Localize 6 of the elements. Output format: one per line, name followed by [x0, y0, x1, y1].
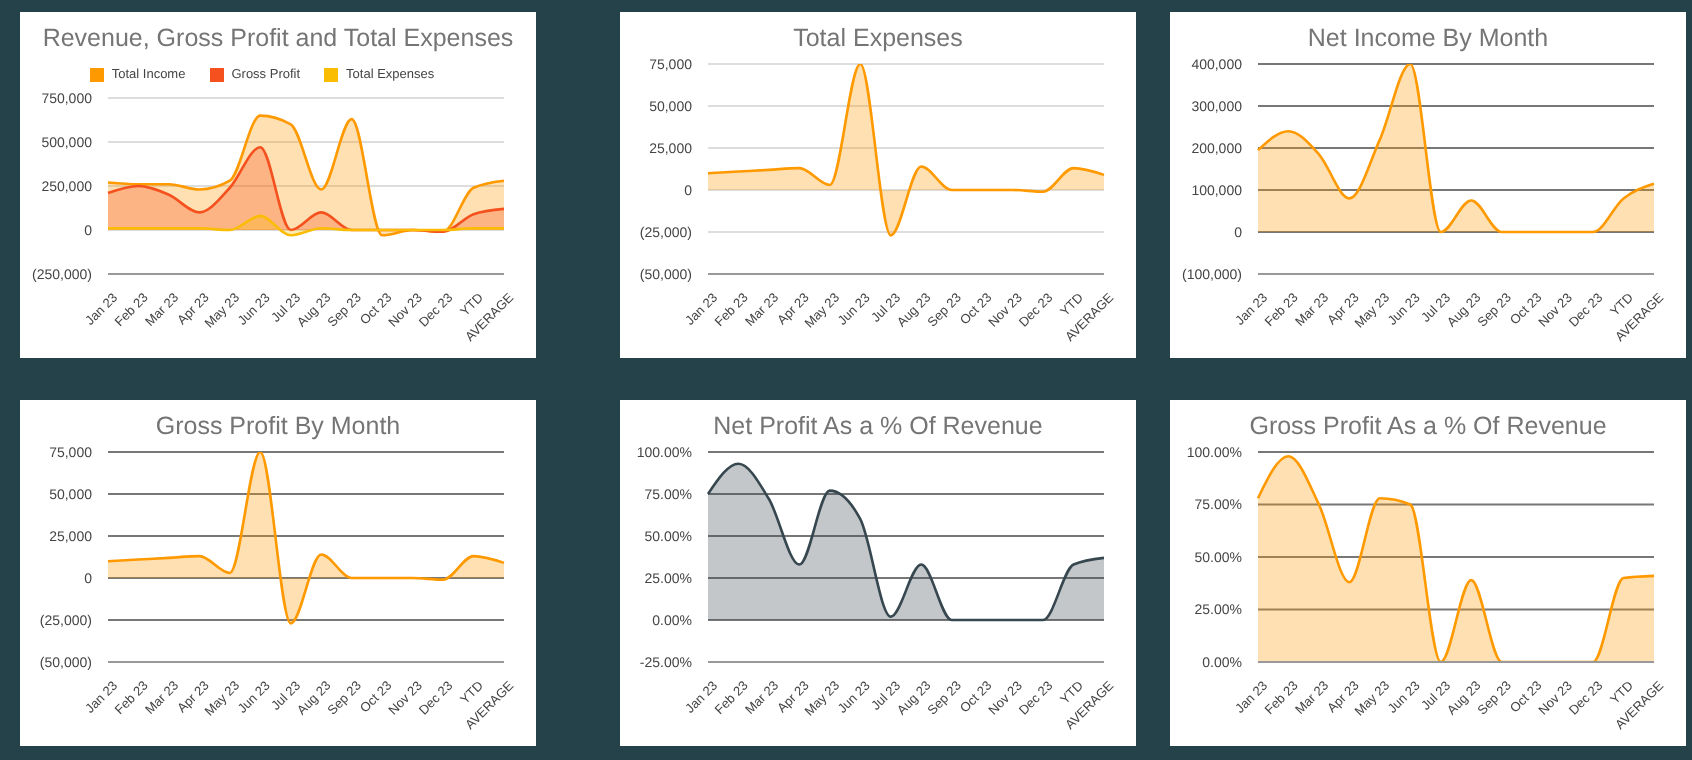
chart-title: Total Expenses — [791, 24, 965, 56]
chart-title: Net Profit As a % Of Revenue — [711, 412, 1045, 444]
chart-title: Net Income By Month — [1305, 24, 1551, 56]
chart-title: Gross Profit As a % Of Revenue — [1247, 412, 1609, 444]
chart-title: Revenue, Gross Profit and Total Expenses — [40, 24, 516, 56]
chart-title: Gross Profit By Month — [153, 412, 403, 444]
